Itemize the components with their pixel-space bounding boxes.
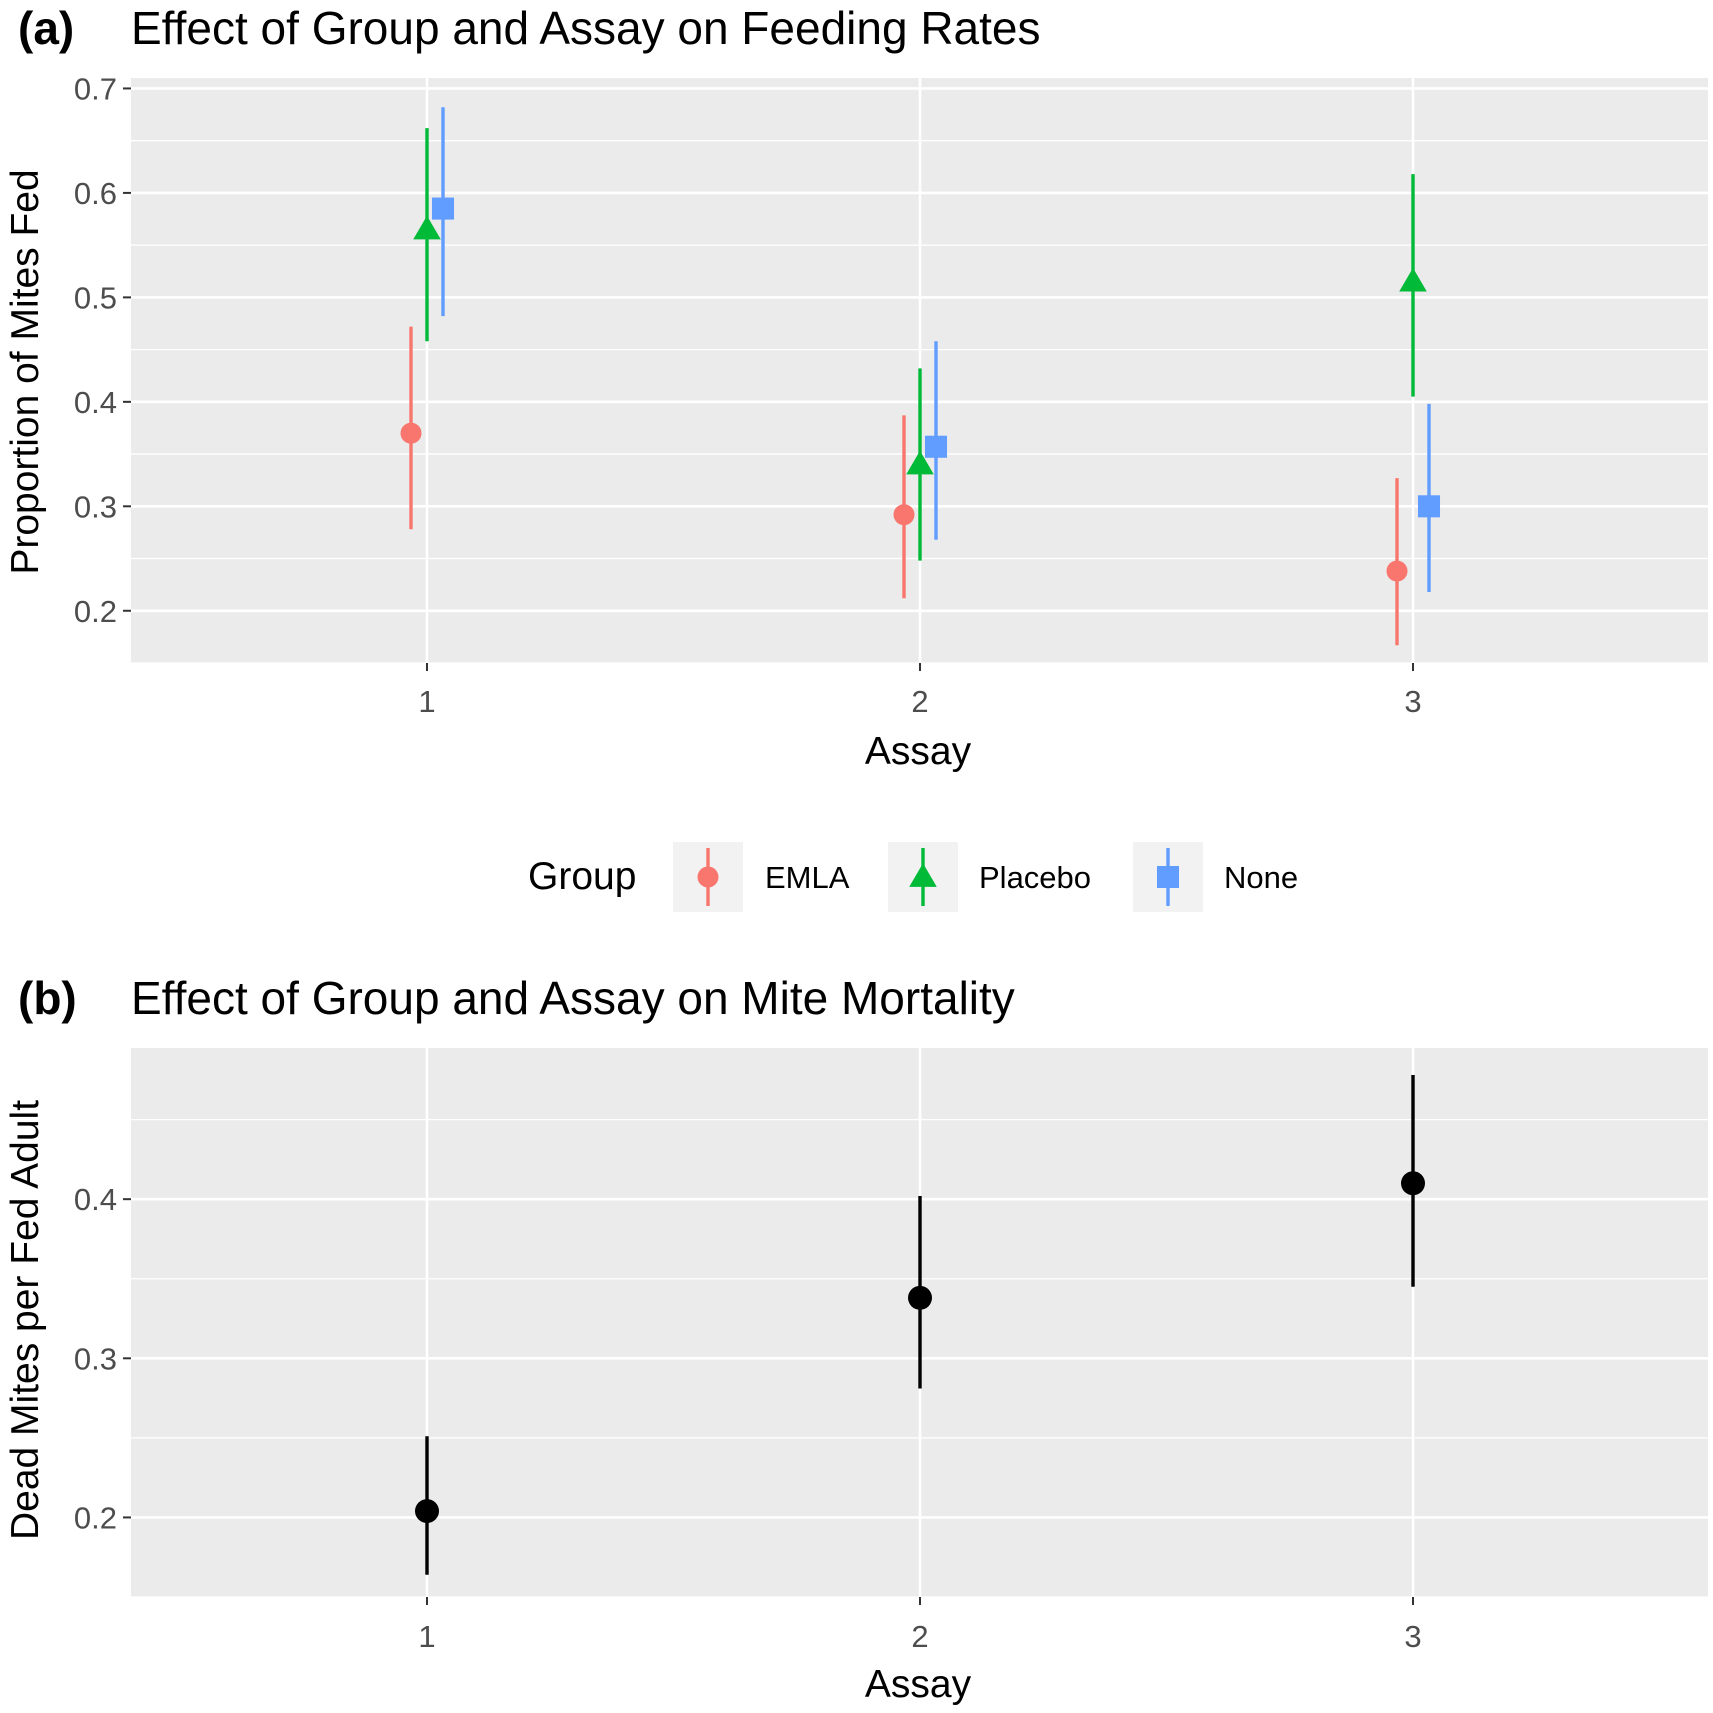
legend-key-emla-marker — [698, 867, 719, 888]
panel-a-tag: (a) — [18, 2, 74, 54]
panel-a-x-tick-label: 1 — [418, 684, 435, 719]
panel-a-y-tick-label: 0.6 — [74, 176, 117, 211]
panel-b-series-point — [1401, 1171, 1425, 1195]
panel-a-x-tick-label: 2 — [911, 684, 928, 719]
panel-a-title: Effect of Group and Assay on Feeding Rat… — [131, 2, 1041, 54]
panel-a-none-point — [432, 198, 454, 220]
panel-b-series-point — [908, 1286, 932, 1310]
panel-b-y-axis-title: Dead Mites per Fed Adult — [4, 1100, 47, 1540]
panel-a-emla-point — [401, 423, 422, 444]
panel-a-y-axis-title: Proportion of Mites Fed — [4, 169, 47, 574]
panel-b-x-tick-label: 2 — [911, 1619, 928, 1654]
legend-title: Group — [528, 855, 636, 898]
legend-label-emla: EMLA — [765, 860, 850, 895]
panel-b-plot: 0.2 0.3 0.4 1 2 3 — [74, 1048, 1708, 1654]
panel-b-series-point — [415, 1499, 439, 1523]
legend-label-placebo: Placebo — [979, 860, 1091, 895]
panel-b-title: Effect of Group and Assay on Mite Mortal… — [131, 972, 1015, 1024]
panel-b-x-tick-label: 1 — [418, 1619, 435, 1654]
legend-label-none: None — [1224, 860, 1298, 895]
panel-a-none-point — [1418, 495, 1440, 517]
panel-a-y-tick-label: 0.3 — [74, 489, 117, 524]
panel-b-y-tick-label: 0.4 — [74, 1182, 117, 1217]
panel-b-tag: (b) — [18, 972, 77, 1024]
legend-key-none-marker — [1157, 866, 1179, 888]
panel-a-emla-point — [894, 504, 915, 525]
panel-a-x-tick-label: 3 — [1404, 684, 1421, 719]
panel-a-emla-point — [1387, 561, 1408, 582]
panel-b-y-tick-label: 0.3 — [74, 1341, 117, 1376]
panel-b-y-tick-label: 0.2 — [74, 1500, 117, 1535]
panel-a-x-axis-title: Assay — [865, 730, 972, 773]
panel-a-y-tick-label: 0.4 — [74, 385, 117, 420]
panel-a-plot: 0.2 0.3 0.4 0.5 0.6 0.7 1 2 3 — [74, 71, 1708, 719]
figure: (a) Effect of Group and Assay on Feeding… — [0, 0, 1713, 1713]
panel-a-none-point — [925, 436, 947, 458]
panel-a-y-tick-label: 0.7 — [74, 71, 117, 106]
panel-b-x-axis-title: Assay — [865, 1663, 972, 1706]
panel-a-y-tick-label: 0.5 — [74, 280, 117, 315]
panel-b-x-tick-label: 3 — [1404, 1619, 1421, 1654]
panel-a-y-tick-label: 0.2 — [74, 594, 117, 629]
legend: Group EMLA Placebo None — [528, 842, 1298, 912]
